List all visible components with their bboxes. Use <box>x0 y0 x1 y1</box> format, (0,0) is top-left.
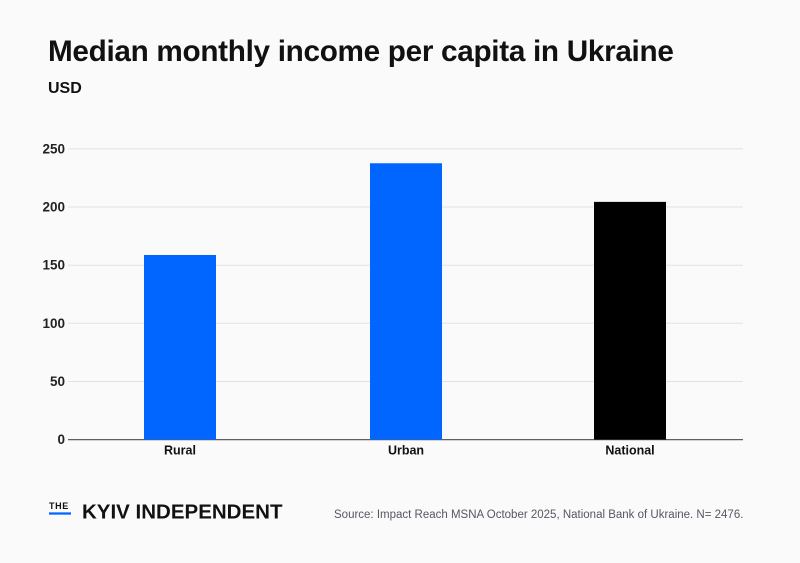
svg-text:50: 50 <box>50 374 65 389</box>
svg-text:150: 150 <box>42 258 65 273</box>
svg-text:200: 200 <box>42 200 65 215</box>
svg-text:250: 250 <box>42 141 65 156</box>
svg-text:Rural: Rural <box>164 444 196 458</box>
svg-text:0: 0 <box>57 432 65 447</box>
svg-text:National: National <box>605 444 654 458</box>
svg-text:KYIV INDEPENDENT: KYIV INDEPENDENT <box>82 501 283 524</box>
svg-text:100: 100 <box>42 316 65 331</box>
svg-text:Urban: Urban <box>388 444 424 458</box>
svg-text:THE: THE <box>49 501 69 511</box>
